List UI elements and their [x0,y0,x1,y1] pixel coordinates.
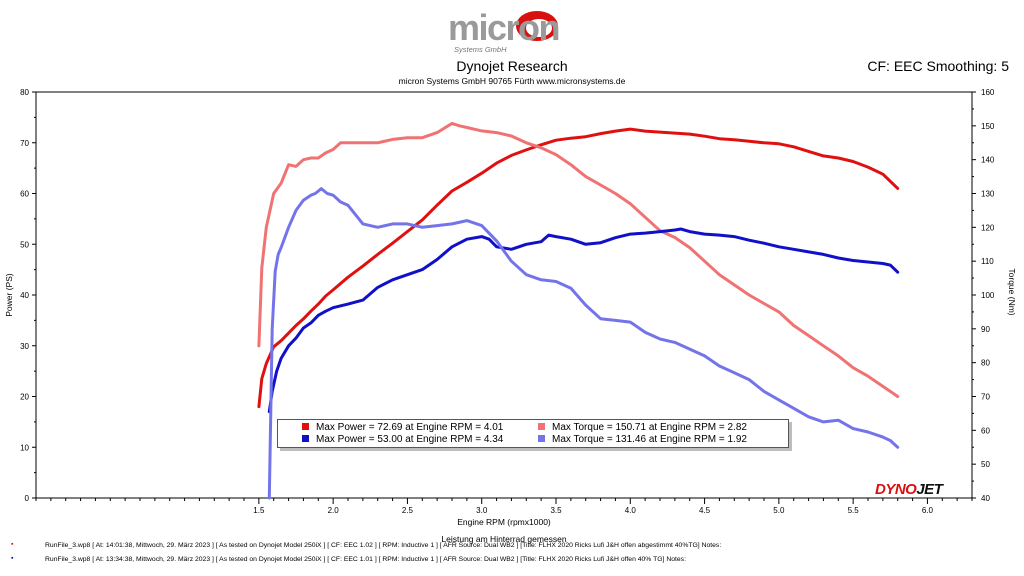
y-right-tick-label: 100 [981,291,995,300]
legend-label: Max Torque = 131.46 at Engine RPM = 1.92 [552,434,747,445]
x-axis-sublabel: Leistung am Hinterrad gemessen [441,534,566,544]
series-lines [257,121,900,500]
legend-label: Max Power = 72.69 at Engine RPM = 4.01 [316,422,504,433]
x-tick-label: 2.0 [328,506,340,515]
legend-item-run1-torque: Max Torque = 150.71 at Engine RPM = 2.82 [538,421,747,434]
y-right-tick-label: 120 [981,223,995,232]
legend-item-run1-power: Max Power = 72.69 at Engine RPM = 4.01 [302,421,503,434]
run-info-text: RunFile_3.wp8 [ At: 14:01:38, Mittwoch, … [45,542,722,549]
series-line-2 [257,121,900,398]
dynojet-logo-part2: JET [916,481,943,498]
y-left-tick-label: 20 [20,393,29,402]
x-axis-label: Engine RPM (rpmx1000) [457,517,551,527]
y-right-tick-label: 150 [981,122,995,131]
run-info-line: ▪ RunFile_3.wp8 [ At: 13:34:38, Mittwoch… [0,554,1024,566]
y-left-tick-label: 70 [20,139,29,148]
legend-label: Max Torque = 150.71 at Engine RPM = 2.82 [552,422,747,433]
y-left-tick-label: 0 [25,494,30,503]
page-title: Dynojet Research [456,58,568,74]
y-right-tick-label: 160 [981,88,995,97]
x-tick-label: 5.0 [773,506,785,515]
page-subtitle: micron Systems GmbH 90765 Fürth www.micr… [398,76,626,86]
logo-subtext: Systems GmbH [454,45,507,54]
run-info-line: ▪ RunFile_3.wp8 [ At: 14:01:38, Mittwoch… [0,540,1024,552]
x-tick-label: 3.5 [550,506,562,515]
x-tick-label: 6.0 [922,506,934,515]
y-right-tick-label: 80 [981,359,990,368]
dynojet-logo: DYNOJET [875,481,943,498]
y-right-tick-label: 40 [981,494,990,503]
x-tick-label: 5.5 [848,506,860,515]
y-left-tick-label: 60 [20,190,29,199]
x-tick-label: 2.5 [402,506,414,515]
logo-swoosh-cutout [526,19,552,37]
y-axis-right-label: Torque (Nm) [1007,268,1017,315]
x-tick-label: 3.0 [476,506,488,515]
x-tick-label: 4.5 [699,506,711,515]
legend-item-run2-torque: Max Torque = 131.46 at Engine RPM = 1.92 [538,433,747,446]
y-right-tick-label: 130 [981,190,995,199]
legend-swatch [302,435,309,442]
series-line-1 [257,127,900,409]
dynojet-logo-part1: DYNO [875,481,917,498]
y-right-tick-label: 70 [981,393,990,402]
run-marker-icon: ▪ [11,541,14,548]
y-right-tick-label: 90 [981,325,990,334]
legend-label: Max Power = 53.00 at Engine RPM = 4.34 [316,434,504,445]
y-right-tick-label: 140 [981,156,995,165]
y-left-tick-label: 40 [20,291,29,300]
y-axis-left-label: Power (PS) [4,273,14,317]
series-line-3 [267,227,900,414]
legend-swatch [538,423,545,430]
y-left-tick-label: 10 [20,443,29,452]
y-left-tick-label: 50 [20,240,29,249]
axis-ticks: 1.5 2.0 2.5 3.0 3.5 4.0 4.5 5.0 5.5 6.0 0 10 20 30 40 5… [20,88,995,515]
x-tick-label: 4.0 [625,506,637,515]
logo-text: micron [448,7,559,48]
chart-legend: Max Power = 72.69 at Engine RPM = 4.01 M… [277,419,789,448]
legend-item-run2-power: Max Power = 53.00 at Engine RPM = 4.34 [302,433,503,446]
y-right-tick-label: 110 [981,257,994,266]
legend-swatch [302,423,309,430]
y-right-tick-label: 50 [981,460,990,469]
x-tick-label: 1.5 [253,506,265,515]
legend-swatch [538,435,545,442]
series-line-4 [267,187,900,500]
correction-factor-label: CF: EEC Smoothing: 5 [867,58,1009,74]
micron-logo: micron Systems GmbH [448,7,561,54]
y-left-tick-label: 30 [20,342,29,351]
run-marker-icon: ▪ [11,555,14,562]
y-left-tick-label: 80 [20,88,29,97]
y-right-tick-label: 60 [981,426,990,435]
run-info-text: RunFile_3.wp8 [ At: 13:34:38, Mittwoch, … [45,556,686,563]
